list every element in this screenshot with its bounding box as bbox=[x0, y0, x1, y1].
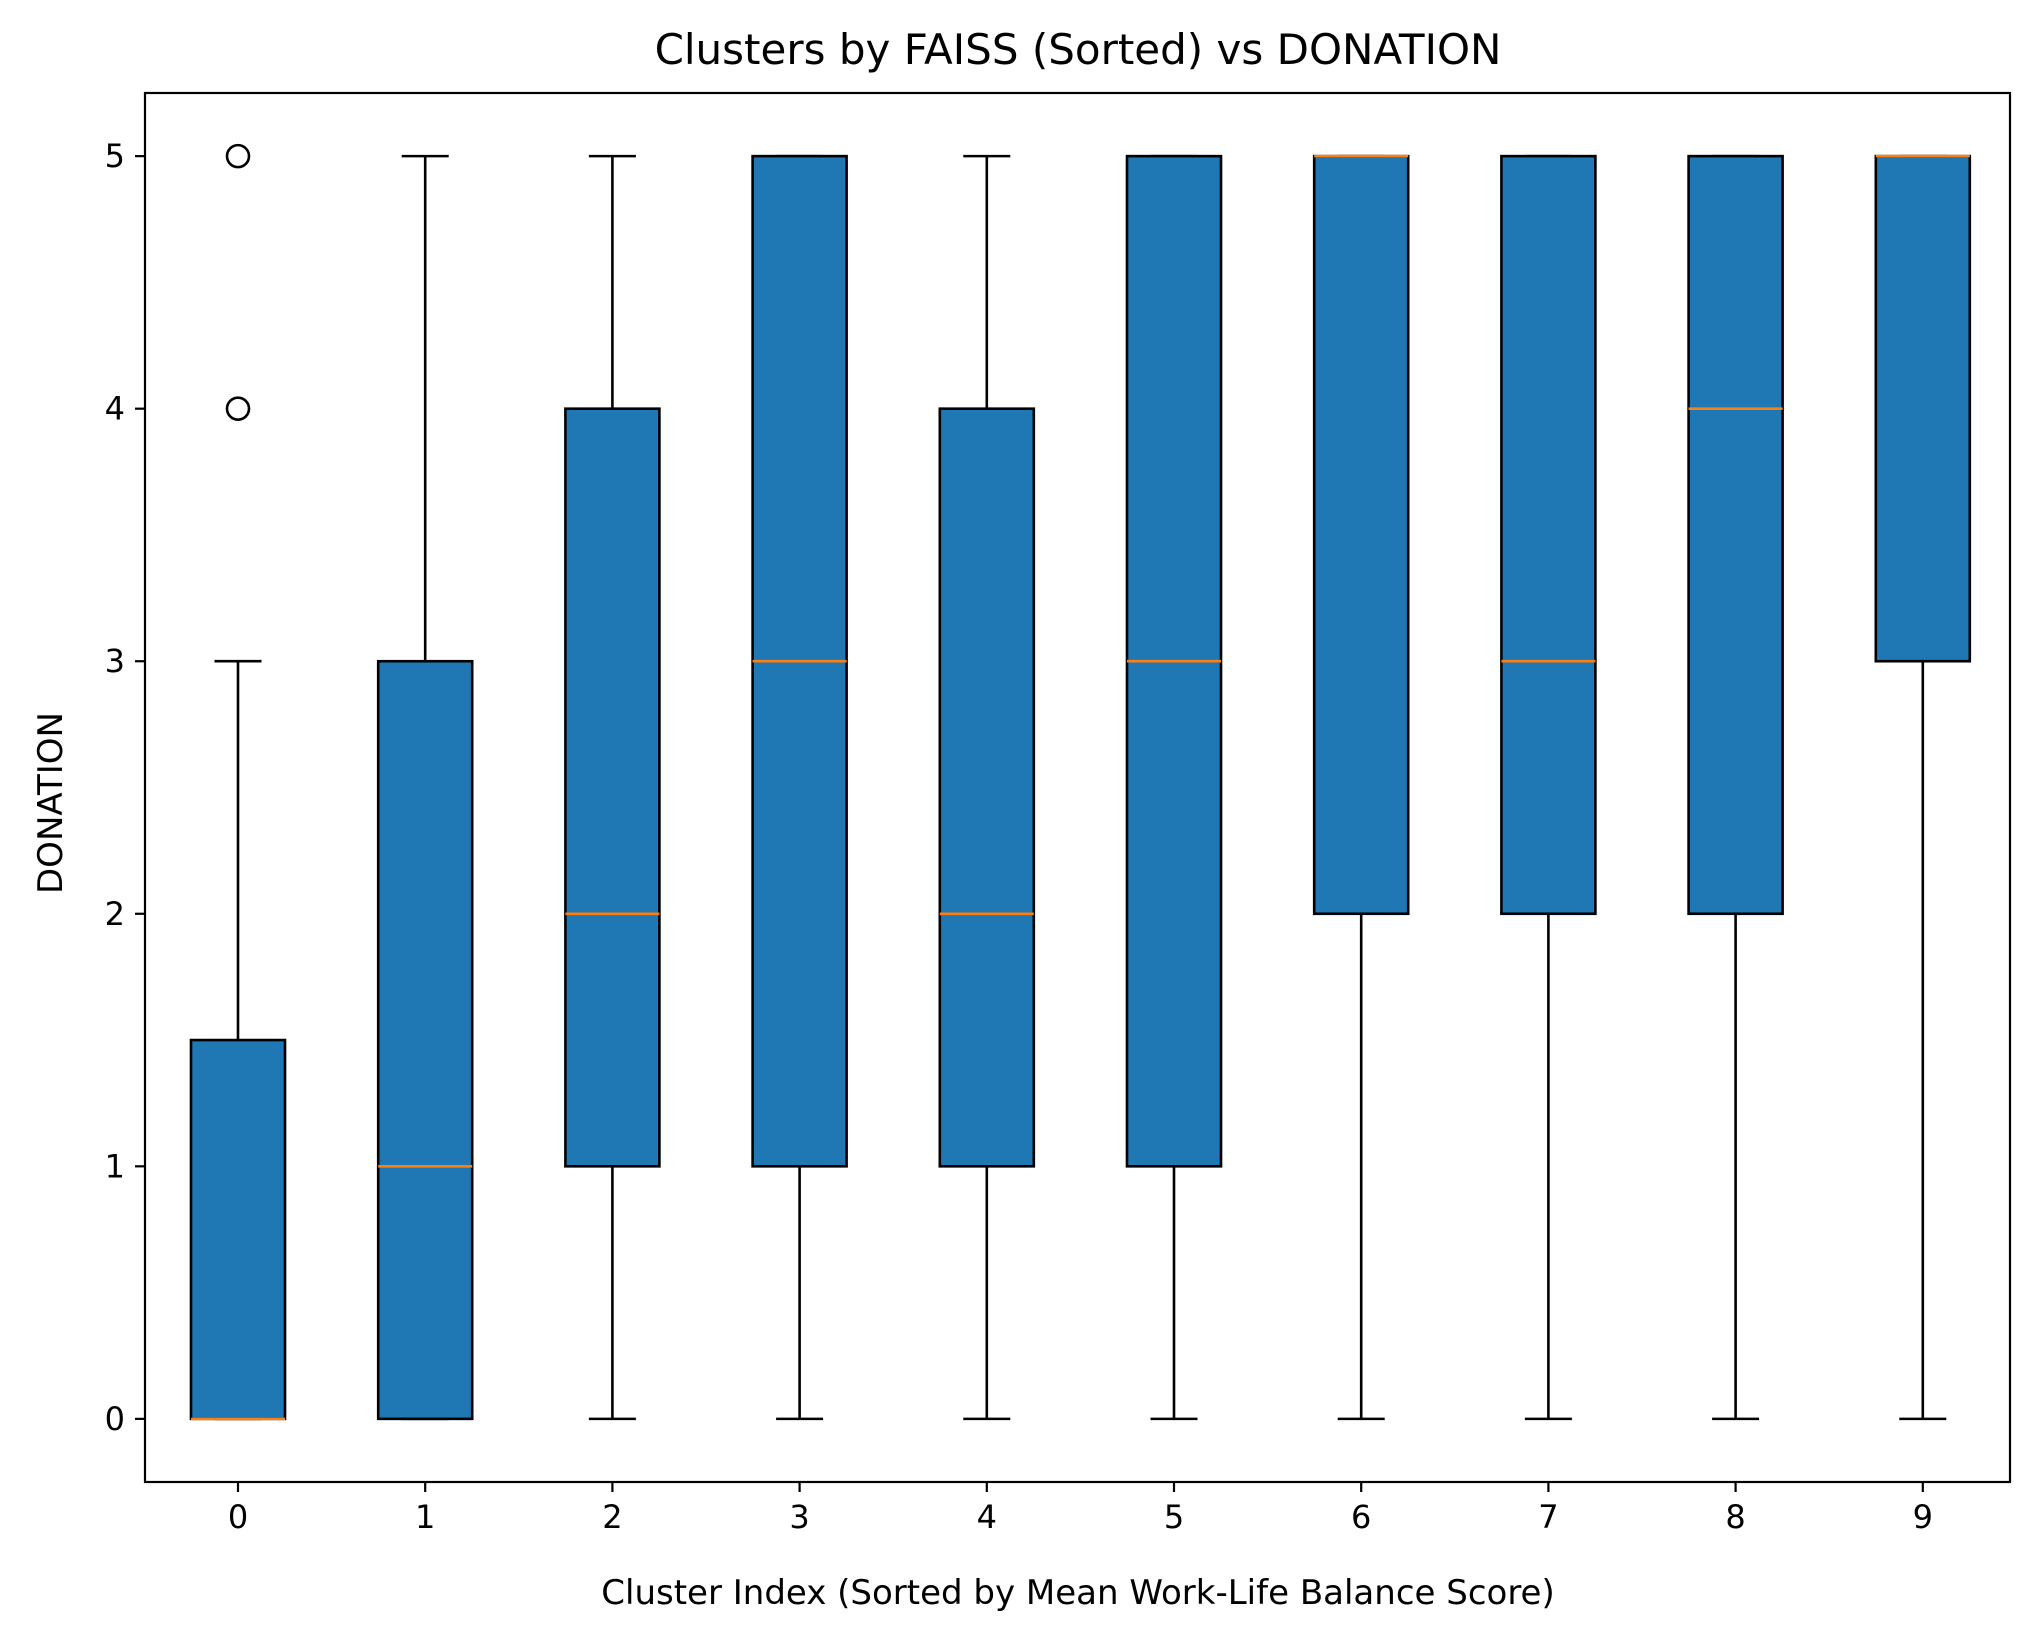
chart-title: Clusters by FAISS (Sorted) vs DONATION bbox=[655, 25, 1502, 74]
plot-frame bbox=[143, 91, 2012, 1484]
y-tick-label: 5 bbox=[105, 137, 125, 175]
y-tick-label: 1 bbox=[105, 1147, 125, 1185]
box bbox=[189, 1038, 287, 1421]
x-tick-label: 4 bbox=[977, 1498, 997, 1536]
x-axis-label: Cluster Index (Sorted by Mean Work-Life … bbox=[601, 1573, 1554, 1613]
y-tick-label: 2 bbox=[105, 895, 125, 933]
x-tick-label: 7 bbox=[1538, 1498, 1558, 1536]
plot-layer: 0 1 2 3 4 5 0 1 2 3 4 5 6 7 8 9 bbox=[105, 91, 2012, 1536]
box-group-8 bbox=[1687, 154, 1784, 1421]
box-group-1 bbox=[376, 154, 474, 1421]
box bbox=[376, 659, 474, 1421]
outlier-point bbox=[225, 396, 251, 421]
box bbox=[1687, 154, 1784, 916]
box bbox=[1500, 154, 1597, 916]
x-tick-label: 9 bbox=[1913, 1498, 1933, 1536]
box bbox=[938, 407, 1036, 1168]
x-tick-label: 3 bbox=[789, 1498, 809, 1536]
box bbox=[1874, 154, 1972, 663]
y-tick-label: 4 bbox=[105, 390, 125, 428]
y-axis-label: DONATION bbox=[31, 712, 71, 894]
x-tick-label: 5 bbox=[1164, 1498, 1184, 1536]
box-group-3 bbox=[751, 154, 848, 1421]
box-group-5 bbox=[1125, 154, 1223, 1421]
box-group-7 bbox=[1500, 154, 1597, 1421]
box-group-6 bbox=[1312, 154, 1410, 1421]
box-group-9 bbox=[1874, 154, 1972, 1421]
box-group-2 bbox=[564, 154, 661, 1421]
x-tick-label: 8 bbox=[1725, 1498, 1745, 1536]
x-tick-label: 6 bbox=[1351, 1498, 1371, 1536]
x-tick-label: 0 bbox=[228, 1498, 248, 1536]
box-group-4 bbox=[938, 154, 1036, 1421]
x-tick-label: 2 bbox=[602, 1498, 622, 1536]
x-tick-label: 1 bbox=[415, 1498, 435, 1536]
box bbox=[1312, 154, 1410, 916]
y-tick-label: 0 bbox=[105, 1400, 125, 1438]
y-tick-label: 3 bbox=[105, 642, 125, 680]
outlier-point bbox=[225, 143, 251, 169]
box-group-0 bbox=[189, 143, 287, 1421]
box bbox=[564, 407, 661, 1168]
